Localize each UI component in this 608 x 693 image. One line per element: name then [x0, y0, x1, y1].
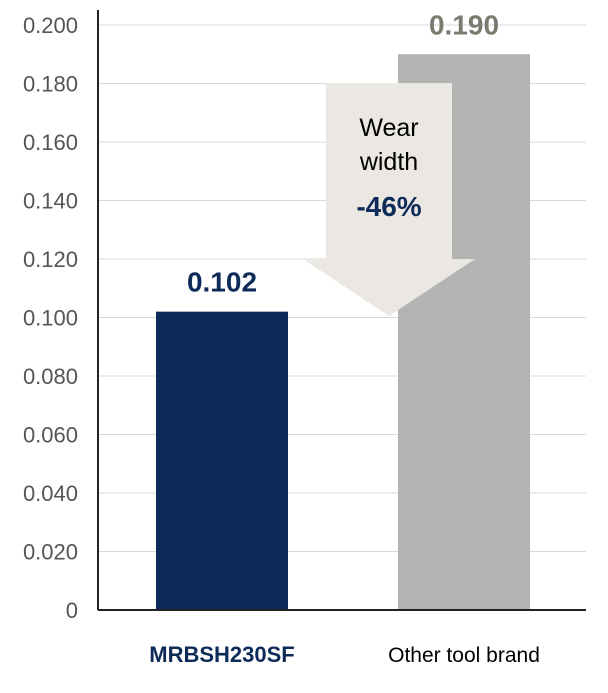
y-tick-label: 0.180 — [23, 72, 78, 97]
category-label: Other tool brand — [388, 644, 540, 667]
arrow-change-percent: -46% — [356, 191, 421, 222]
y-tick-label: 0.100 — [23, 306, 78, 331]
data-label: 0.102 — [187, 267, 257, 298]
y-tick-label: 0.020 — [23, 540, 78, 565]
data-labels: 0.102 0.190 — [187, 9, 499, 297]
y-tick-label: 0.120 — [23, 247, 78, 272]
arrow-label-wear: Wear — [359, 114, 418, 142]
data-label: 0.190 — [429, 9, 499, 40]
category-label: MRBSH230SF — [149, 642, 294, 667]
y-tick-label: 0.160 — [23, 130, 78, 155]
y-tick-label: 0.140 — [23, 189, 78, 214]
y-tick-label: 0.080 — [23, 364, 78, 389]
y-tick-label: 0.060 — [23, 423, 78, 448]
reduction-arrow: Wear width -46% — [303, 83, 475, 316]
arrow-label-width: width — [359, 148, 418, 176]
y-tick-label: 0 — [66, 598, 78, 623]
y-tick-label: 0.200 — [23, 13, 78, 38]
category-labels: MRBSH230SF Other tool brand — [149, 642, 540, 667]
y-axis-ticks: 0 0.020 0.040 0.060 0.080 0.100 0.120 0.140 0.16… — [23, 13, 78, 623]
y-tick-label: 0.040 — [23, 481, 78, 506]
bar — [156, 311, 288, 610]
arrow-shape — [303, 83, 475, 316]
